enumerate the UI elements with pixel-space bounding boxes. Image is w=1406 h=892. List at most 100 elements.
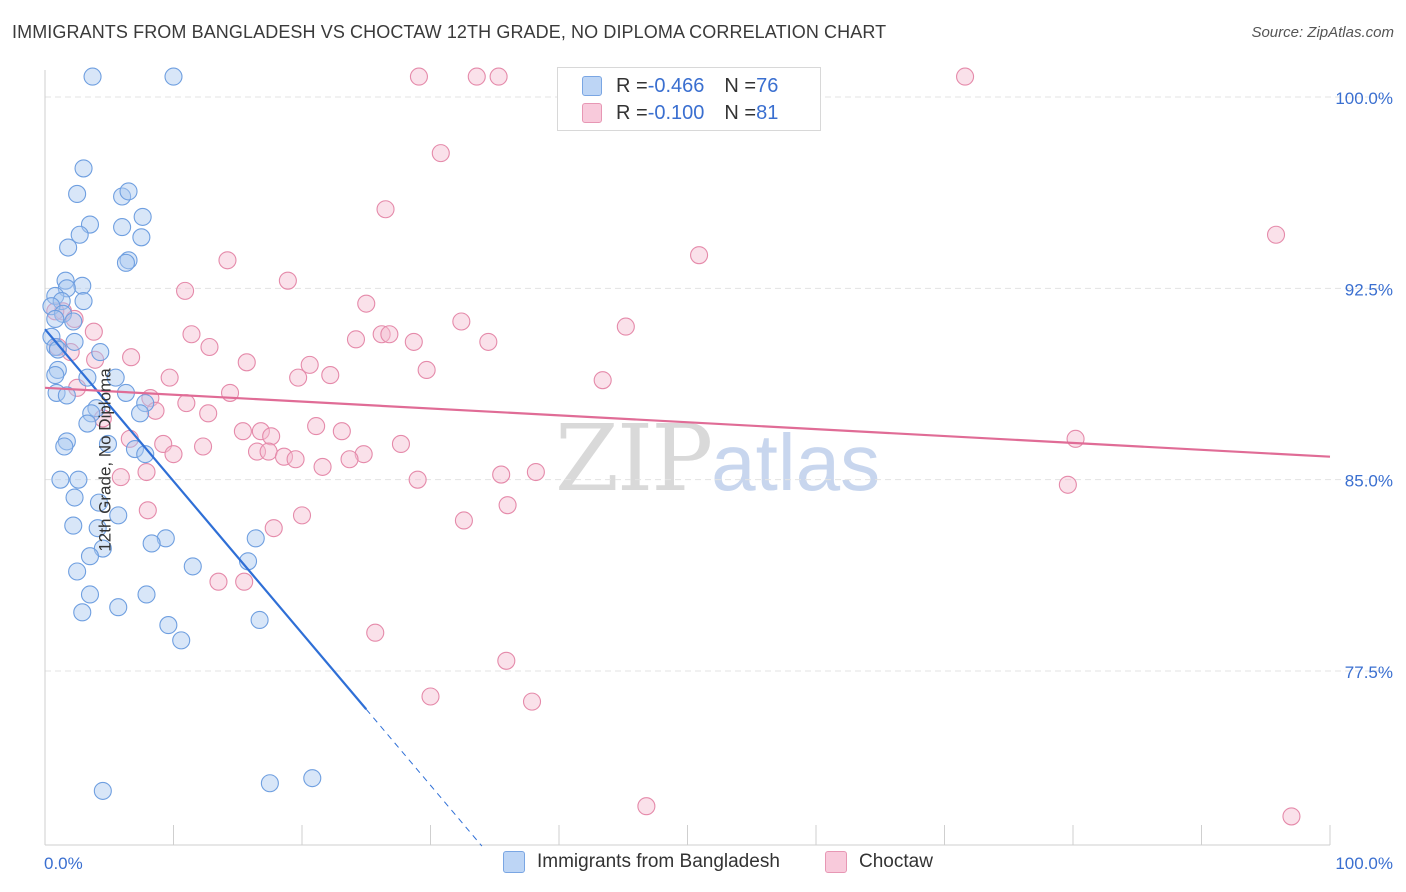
point-bangladesh [55, 437, 74, 456]
point-bangladesh [64, 516, 83, 535]
point-bangladesh [78, 414, 97, 433]
point-bangladesh [303, 769, 322, 788]
legend-swatch-blue [582, 76, 602, 96]
point-choctaw [479, 332, 498, 351]
legend-label-choctaw: Choctaw [859, 851, 933, 872]
point-choctaw [233, 422, 252, 441]
point-choctaw [199, 404, 218, 423]
point-choctaw [177, 394, 196, 413]
legend-n-value: 81 [756, 101, 779, 124]
trend-lines [44, 328, 1331, 847]
point-choctaw [138, 501, 157, 520]
point-bangladesh [59, 238, 78, 257]
point-choctaw [235, 572, 254, 591]
point-choctaw [408, 470, 427, 489]
point-bangladesh [69, 470, 88, 489]
point-choctaw [182, 325, 201, 344]
point-bangladesh [73, 276, 92, 295]
source-credit: Source: ZipAtlas.com [1251, 24, 1394, 41]
point-bangladesh [65, 488, 84, 507]
point-choctaw [200, 337, 219, 357]
point-choctaw [497, 651, 516, 670]
point-choctaw [376, 200, 395, 219]
point-bangladesh [98, 434, 118, 454]
point-choctaw [209, 572, 228, 591]
legend-r-value: -0.100 [647, 101, 705, 124]
point-bangladesh [80, 547, 100, 566]
point-bangladesh [136, 445, 155, 464]
point-choctaw [194, 437, 213, 456]
legend-r-label: R = [616, 101, 648, 124]
point-bangladesh [87, 399, 106, 418]
point-choctaw [237, 353, 256, 372]
point-choctaw [467, 67, 486, 86]
legend-n-value: 76 [756, 74, 779, 97]
point-bangladesh [172, 631, 191, 650]
point-bangladesh [83, 67, 102, 86]
point-choctaw [146, 401, 165, 420]
point-choctaw [122, 348, 141, 367]
y-tick-label: 92.5% [1345, 280, 1393, 299]
point-bangladesh [64, 312, 83, 331]
point-choctaw [616, 317, 635, 336]
point-choctaw [1066, 429, 1085, 448]
point-bangladesh [73, 603, 92, 622]
point-bangladesh [164, 67, 183, 86]
point-choctaw [452, 312, 471, 331]
point-bangladesh [46, 309, 65, 328]
point-bangladesh [46, 366, 65, 385]
point-choctaw [286, 450, 305, 469]
point-choctaw [380, 325, 399, 344]
point-choctaw [431, 144, 450, 163]
point-choctaw [1058, 475, 1077, 494]
legend-item-bangladesh[interactable]: Immigrants from Bangladesh [503, 851, 780, 873]
point-bangladesh [68, 562, 87, 581]
point-bangladesh [156, 529, 175, 548]
legend-r-value: -0.466 [647, 74, 705, 97]
point-choctaw [492, 465, 511, 484]
point-bangladesh [137, 585, 156, 604]
point-bangladesh [46, 337, 65, 357]
point-choctaw [313, 457, 332, 476]
point-bangladesh [183, 557, 202, 576]
point-choctaw [278, 271, 297, 290]
point-bangladesh [68, 184, 87, 203]
legend-swatch-pink [825, 851, 847, 873]
legend-r-label: R = [616, 74, 648, 97]
point-choctaw [164, 445, 183, 464]
point-bangladesh [116, 253, 136, 272]
point-bangladesh [250, 610, 269, 630]
point-bangladesh [88, 519, 107, 538]
point-choctaw [84, 322, 103, 341]
trend-line-bangladesh-extension [365, 708, 483, 847]
series-legend: Immigrants from Bangladesh Choctaw [0, 851, 1406, 877]
x-tick-label: 0.0% [44, 854, 83, 873]
point-bangladesh [48, 340, 67, 359]
point-bangladesh [136, 394, 155, 413]
point-choctaw [409, 67, 428, 86]
point-choctaw [251, 422, 270, 441]
point-bangladesh [132, 228, 151, 247]
point-choctaw [489, 67, 508, 86]
legend-row-bangladesh: R = -0.466 N = 76 [582, 74, 778, 98]
point-choctaw [357, 294, 376, 313]
legend-n-label: N = [724, 101, 757, 124]
point-choctaw [391, 434, 410, 454]
point-choctaw [421, 687, 440, 706]
point-choctaw [366, 623, 385, 642]
point-choctaw [498, 496, 517, 515]
point-bangladesh [51, 470, 70, 489]
point-choctaw [1282, 807, 1301, 826]
point-bangladesh [131, 404, 150, 423]
y-tick-label: 100.0% [1335, 89, 1393, 108]
y-tick-label: 85.0% [1345, 472, 1393, 491]
point-bangladesh [74, 292, 93, 311]
point-choctaw [262, 427, 281, 446]
point-bangladesh [106, 368, 125, 387]
point-bangladesh [125, 440, 144, 459]
point-choctaw [417, 360, 436, 380]
tick-labels: 100.0% 92.5% 85.0% 77.5% 0.0% 100.0% [44, 89, 1393, 873]
legend-item-choctaw[interactable]: Choctaw [825, 851, 933, 873]
legend-n-label: N = [724, 74, 757, 97]
point-choctaw [176, 281, 195, 300]
